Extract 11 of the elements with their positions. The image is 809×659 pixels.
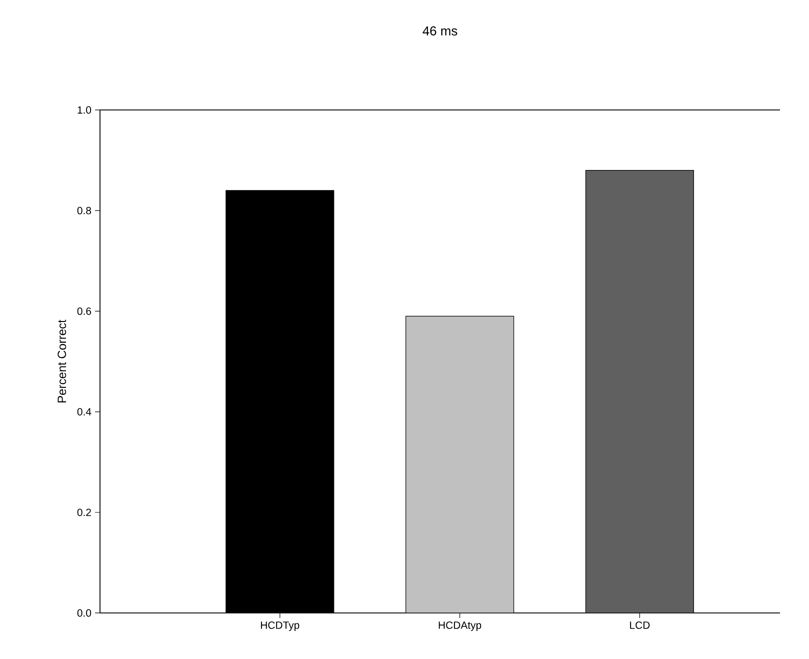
y-tick-label: 0.8 <box>77 206 92 214</box>
y-tick-label: 0.6 <box>77 307 92 315</box>
y-tick-label: 0.4 <box>77 408 92 416</box>
chart-title: 46 ms <box>422 26 458 36</box>
y-tick-label: 0.0 <box>77 609 92 617</box>
y-axis-title: Percent Correct <box>58 320 66 402</box>
x-tick-label: HCDTyp <box>261 622 300 631</box>
x-tick-label: HCDAtyp <box>438 622 482 631</box>
y-tick-label: 1.0 <box>78 106 92 114</box>
y-tick-label: 0.2 <box>77 508 91 516</box>
x-tick-label: LCD <box>630 622 650 629</box>
